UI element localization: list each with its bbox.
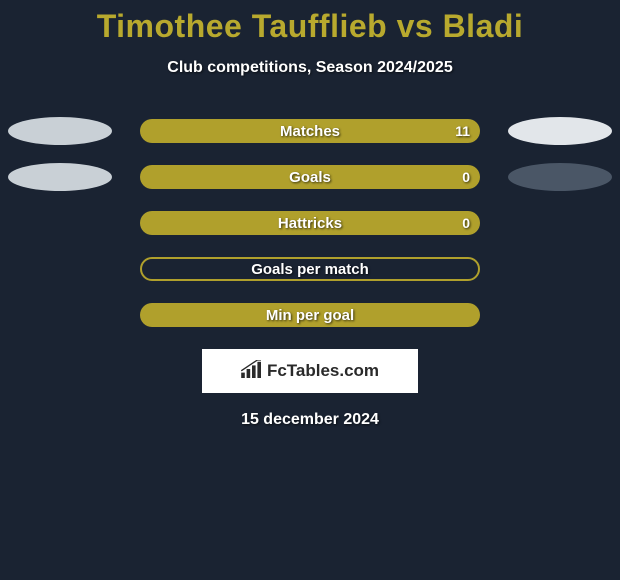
page-title: Timothee Taufflieb vs Bladi [97, 8, 524, 45]
stat-bar: Min per goal [140, 303, 480, 327]
stat-bar: Goals 0 [140, 165, 480, 189]
page-subtitle: Club competitions, Season 2024/2025 [167, 59, 452, 77]
stat-row-min-per-goal: Min per goal [0, 303, 620, 327]
date-text: 15 december 2024 [241, 411, 379, 429]
player-left-oval [8, 117, 112, 145]
stat-bar: Hattricks 0 [140, 211, 480, 235]
stat-row-hattricks: Hattricks 0 [0, 211, 620, 235]
stat-label: Matches [280, 123, 340, 140]
stat-label: Goals [289, 169, 331, 186]
player-right-oval [508, 163, 612, 191]
stat-rows: Matches 11 Goals 0 Hattricks 0 Goals per… [0, 119, 620, 327]
stat-row-goals-per-match: Goals per match [0, 257, 620, 281]
player-left-oval [8, 163, 112, 191]
stat-value-right: 11 [455, 123, 470, 139]
stat-value-right: 0 [462, 215, 470, 231]
stat-label: Min per goal [266, 307, 354, 324]
logo-text: FcTables.com [267, 361, 379, 381]
logo-box: FcTables.com [202, 349, 418, 393]
stat-row-goals: Goals 0 [0, 165, 620, 189]
chart-icon [241, 360, 263, 383]
stat-row-matches: Matches 11 [0, 119, 620, 143]
stat-label: Goals per match [251, 261, 369, 278]
comparison-card: Timothee Taufflieb vs Bladi Club competi… [0, 0, 620, 429]
stat-value-right: 0 [462, 169, 470, 185]
stat-bar: Matches 11 [140, 119, 480, 143]
player-right-oval [508, 117, 612, 145]
stat-bar: Goals per match [140, 257, 480, 281]
stat-label: Hattricks [278, 215, 342, 232]
